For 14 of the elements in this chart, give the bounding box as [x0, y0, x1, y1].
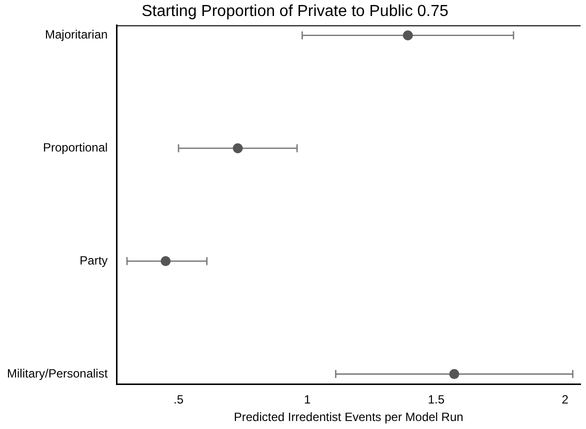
- point: [402, 30, 413, 40]
- x-tick-label: 2: [562, 392, 569, 407]
- point: [160, 256, 171, 266]
- x-tick-label: 1.5: [428, 392, 445, 407]
- y-tick-label: Majoritarian: [44, 28, 108, 42]
- y-tick-label: Party: [80, 253, 108, 268]
- point: [232, 143, 243, 154]
- y-tick-label: Military/Personalist: [6, 366, 108, 380]
- chart-title: Starting Proportion of Private to Public 0.75: [142, 3, 449, 20]
- x-tick-label: 1: [304, 392, 312, 407]
- x-axis-title: Predicted Irredentist Events per Model Run: [234, 410, 464, 424]
- x-tick-label: .5: [174, 392, 184, 407]
- y-tick-label: Proportional: [42, 140, 108, 155]
- point: [449, 369, 460, 380]
